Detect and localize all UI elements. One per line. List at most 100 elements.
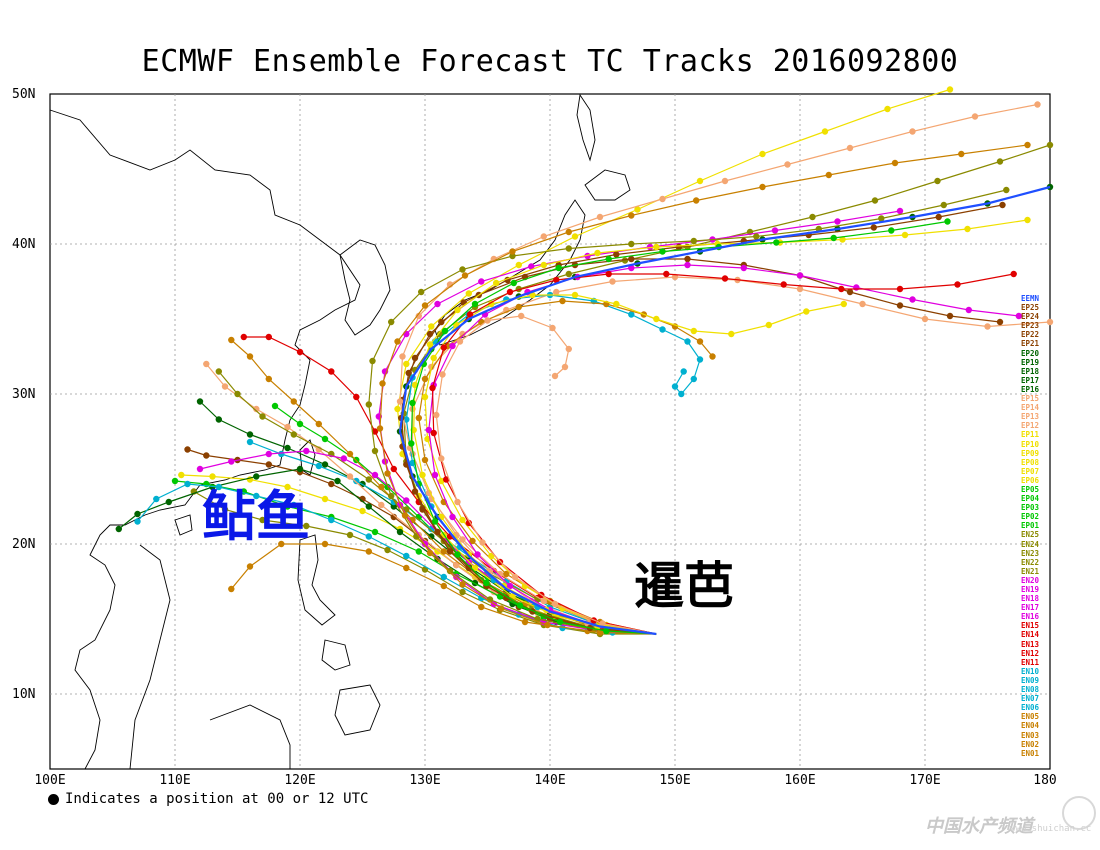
track-position-dot <box>315 462 322 470</box>
track-position-dot <box>613 251 620 258</box>
track-position-dot <box>870 224 877 231</box>
track-position-dot <box>378 483 385 491</box>
track-line-songda <box>435 315 657 635</box>
track-position-dot <box>909 128 916 135</box>
track-position-dot <box>434 548 441 555</box>
legend-entry-en05: EN05 <box>1021 712 1040 722</box>
track-position-dot <box>628 212 635 219</box>
track-position-dot <box>944 218 951 225</box>
track-position-dot <box>515 261 522 269</box>
track-position-dot <box>984 323 991 330</box>
track-position-dot <box>440 573 447 581</box>
track-position-dot <box>439 371 446 378</box>
track-position-dot <box>388 492 395 500</box>
coast-hainan <box>174 514 193 536</box>
coast-borneo <box>209 704 291 769</box>
coast-luzon <box>297 534 336 626</box>
legend-entry-ep20: EP20 <box>1021 348 1040 358</box>
track-position-dot <box>516 602 524 609</box>
track-position-dot <box>684 261 691 269</box>
track-position-dot <box>996 318 1004 326</box>
track-position-dot <box>346 473 354 480</box>
track-position-dot <box>419 506 426 513</box>
track-position-dot <box>1010 270 1017 278</box>
legend-entry-en03: EN03 <box>1021 730 1040 740</box>
track-position-dot <box>365 548 372 555</box>
lon-label-180: 180 <box>1033 773 1057 788</box>
legend-entry-ep05: EP05 <box>1021 484 1040 494</box>
track-position-dot <box>328 368 335 375</box>
legend-entry-ep18: EP18 <box>1021 366 1040 376</box>
lon-label-100e: 100E <box>34 773 66 788</box>
lon-label-170e: 170E <box>909 773 941 788</box>
track-position-dot <box>328 516 335 524</box>
track-position-dot <box>493 279 500 287</box>
track-position-dot <box>365 401 372 408</box>
track-position-dot <box>663 270 670 278</box>
track-position-dot <box>405 369 412 377</box>
track-position-dot <box>353 393 360 401</box>
track-position-dot <box>721 275 729 282</box>
legend-entry-ep16: EP16 <box>1021 384 1040 394</box>
lat-label-20n: 20N <box>12 537 36 552</box>
track-position-dot <box>440 344 447 351</box>
track-position-dot <box>353 477 360 485</box>
track-position-dot <box>426 341 434 348</box>
track-position-dot <box>240 333 247 341</box>
track-position-dot <box>315 420 322 428</box>
track-position-dot <box>675 243 682 251</box>
track-position-dot <box>840 300 847 308</box>
track-position-dot <box>399 353 406 360</box>
legend-entry-ep21: EP21 <box>1021 339 1040 349</box>
lon-label-160e: 160E <box>784 773 816 788</box>
track-position-dot <box>221 383 229 390</box>
legend-entry-ep04: EP04 <box>1021 494 1040 504</box>
track-position-dot <box>628 240 635 248</box>
storm-label-megi: 鲇鱼 <box>202 484 310 548</box>
legend-entry-en16: EN16 <box>1021 612 1040 622</box>
track-position-dot <box>321 540 329 548</box>
track-position-dot <box>390 465 397 473</box>
map-frame <box>49 93 1051 770</box>
track-position-dot <box>438 318 445 326</box>
legend-entry-en08: EN08 <box>1021 685 1040 695</box>
legend-entry-ep03: EP03 <box>1021 503 1040 513</box>
track-position-dot <box>246 563 254 570</box>
track-position-dot <box>888 227 895 234</box>
track-position-dot <box>409 399 416 407</box>
track-position-dot <box>551 372 559 380</box>
track-position-dot <box>430 429 437 437</box>
track-position-dot <box>780 281 787 288</box>
track-position-dot <box>379 380 386 387</box>
track-position-dot <box>521 618 529 626</box>
track-position-dot <box>371 447 379 455</box>
legend-entry-en04: EN04 <box>1021 721 1040 731</box>
track-position-dot <box>884 105 891 113</box>
legend-entry-ep23: EP23 <box>1021 321 1040 331</box>
track-position-dot <box>456 338 464 345</box>
track-position-dot <box>653 243 660 251</box>
legend-entry-en10: EN10 <box>1021 666 1040 676</box>
track-position-dot <box>371 428 379 435</box>
track-position-dot <box>1046 141 1054 149</box>
legend-entry-en02: EN02 <box>1021 739 1040 749</box>
track-position-dot <box>603 627 610 635</box>
track-position-dot <box>365 503 372 510</box>
track-position-dot <box>415 414 422 422</box>
track-position-dot <box>278 540 285 548</box>
track-position-dot <box>964 225 971 233</box>
track-line-megi <box>218 371 657 635</box>
track-position-dot <box>184 446 191 453</box>
track-position-dot <box>453 531 460 539</box>
track-position-dot <box>438 477 445 485</box>
track-position-dot <box>228 585 235 593</box>
track-position-dot <box>459 581 466 588</box>
track-position-dot <box>809 213 816 221</box>
track-position-dot <box>419 471 426 479</box>
coast-visayas <box>321 639 351 671</box>
position-dot-icon <box>48 793 59 805</box>
track-position-dot <box>424 435 431 443</box>
track-position-dot <box>441 327 449 335</box>
track-position-dot <box>265 333 272 341</box>
legend-entry-en06: EN06 <box>1021 703 1040 713</box>
